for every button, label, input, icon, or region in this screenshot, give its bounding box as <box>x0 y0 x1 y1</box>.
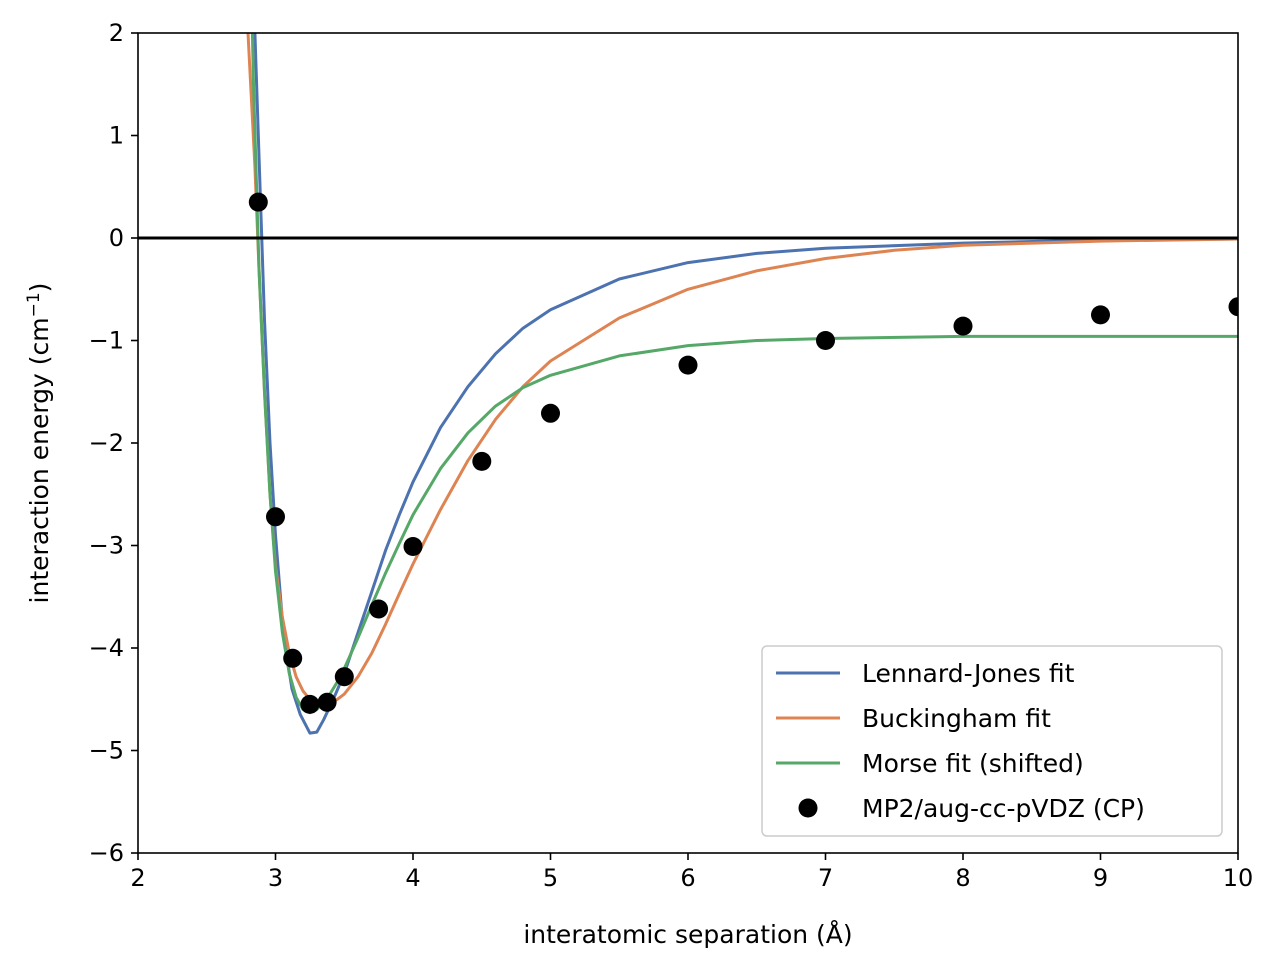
x-tick-label: 9 <box>1093 864 1108 892</box>
x-axis-ticks: 2 3 4 5 6 7 8 9 10 <box>130 853 1253 892</box>
data-point <box>266 507 285 527</box>
data-point <box>678 355 698 375</box>
y-tick-label: −1 <box>89 327 124 355</box>
y-axis-label-end: ) <box>25 283 54 293</box>
y-tick-label: −6 <box>89 839 124 867</box>
data-point <box>300 694 320 714</box>
points-layer <box>248 192 1238 714</box>
legend-entries: Lennard-Jones fit Buckingham fit Morse fit… <box>776 659 1145 823</box>
legend-swatch-mp2-aug-cc-pvdz-cp <box>798 798 818 818</box>
data-point <box>816 331 835 350</box>
data-point <box>1228 297 1238 317</box>
data-point <box>472 451 492 471</box>
series-layer <box>246 33 1238 735</box>
x-tick-label: 2 <box>130 864 145 892</box>
y-axis-label-superscript: −1 <box>24 292 44 317</box>
y-axis-label: interaction energy (cm−1) <box>24 283 54 604</box>
data-point <box>953 316 973 336</box>
data-point <box>369 599 389 619</box>
x-tick-label: 7 <box>818 864 833 892</box>
y-tick-label: 0 <box>109 224 124 252</box>
x-axis-label: interatomic separation (Å) <box>523 920 852 949</box>
data-point <box>283 648 303 668</box>
x-tick-label: 3 <box>268 864 283 892</box>
x-tick-label: 5 <box>543 864 558 892</box>
x-tick-label: 10 <box>1223 864 1254 892</box>
y-tick-label: 1 <box>109 122 124 150</box>
y-tick-label: −3 <box>89 532 124 560</box>
y-tick-label: 2 <box>109 19 124 47</box>
series-line-lennard-jones-fit <box>253 33 1238 735</box>
legend-label: Morse fit (shifted) <box>862 749 1084 778</box>
data-point <box>1091 305 1110 325</box>
data-point <box>541 403 560 423</box>
x-tick-label: 8 <box>955 864 970 892</box>
data-point <box>317 692 337 712</box>
data-point <box>248 192 268 212</box>
data-point <box>334 667 354 687</box>
data-point <box>403 537 423 556</box>
y-axis-label-main: interaction energy (cm <box>25 317 54 603</box>
y-tick-label: −2 <box>89 429 124 457</box>
y-tick-label: −4 <box>89 634 124 662</box>
legend: Lennard-Jones fit Buckingham fit Morse fit… <box>761 645 1223 837</box>
y-axis-ticks: 2 1 0 −1 −2 −3 −4 −5 −6 <box>89 19 138 867</box>
legend-label: Lennard-Jones fit <box>862 659 1075 688</box>
x-tick-label: 6 <box>680 864 695 892</box>
legend-label: Buckingham fit <box>862 704 1051 733</box>
legend-frame <box>761 645 1223 837</box>
legend-label: MP2/aug-cc-pVDZ (CP) <box>862 794 1145 823</box>
series-line-morse-fit-shifted <box>250 33 1238 715</box>
y-tick-label: −5 <box>89 737 124 765</box>
x-tick-label: 4 <box>405 864 420 892</box>
